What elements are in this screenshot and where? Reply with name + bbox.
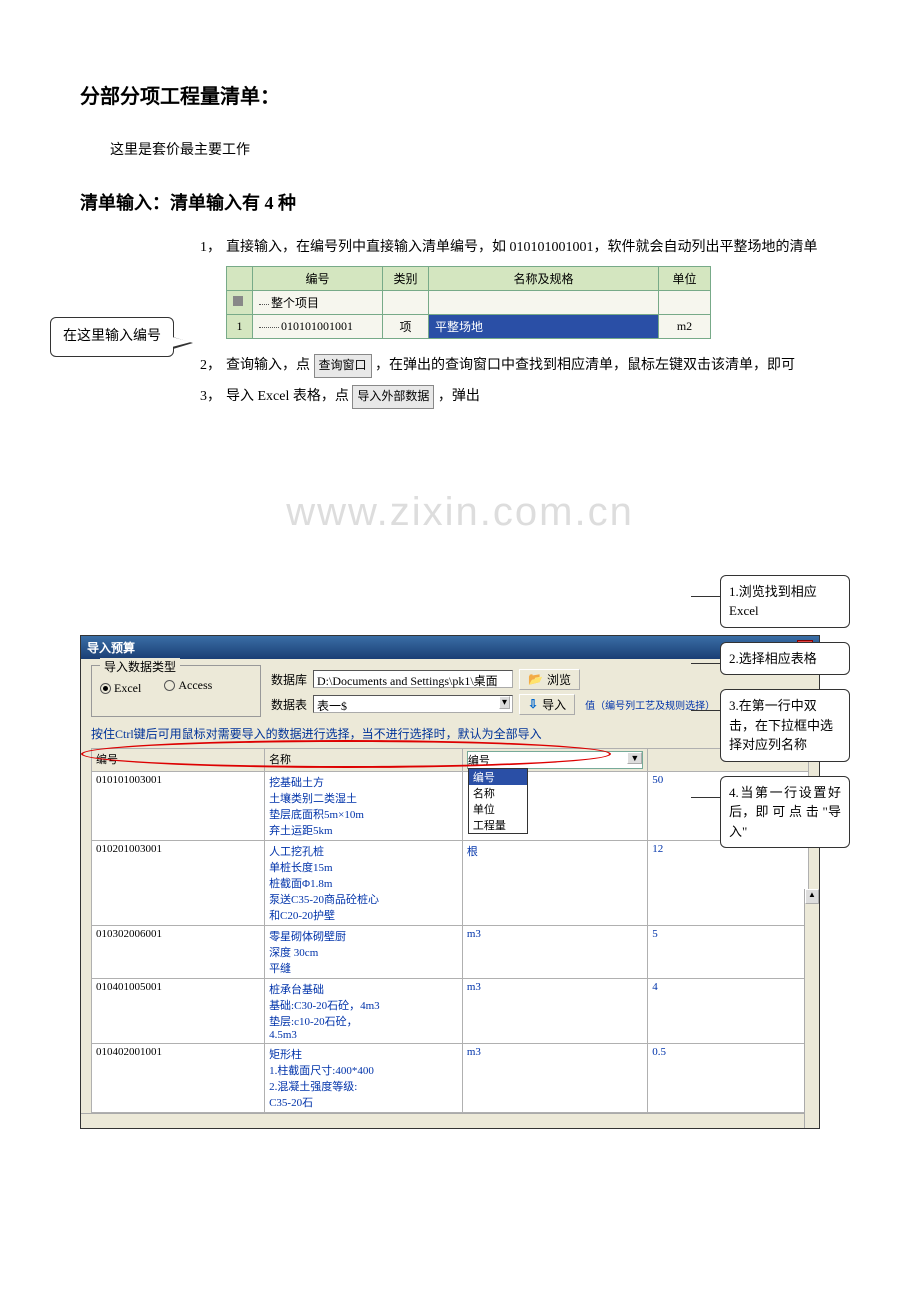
table-cell: 010402001001	[92, 1043, 265, 1112]
chevron-down-icon[interactable]: ▼	[627, 752, 642, 764]
import-external-button[interactable]: 导入外部数据	[352, 385, 434, 409]
table-cell: 010401005001	[92, 978, 265, 1043]
mini-row1-name[interactable]: 平整场地	[429, 315, 659, 339]
table-cell: 桩承台基础 基础:C30-20石砼，4m3 垫层:c10-20石砼， 4.5m3	[265, 978, 463, 1043]
list-num-1: 1，	[200, 235, 226, 260]
dd-option[interactable]: 编号	[469, 769, 527, 785]
list-num-2: 2，	[200, 353, 226, 378]
table-cell: 矩形柱 1.柱截面尺寸:400*400 2.混凝土强度等级: C35-20石	[265, 1043, 463, 1112]
mini-row1-code[interactable]: 010101001001	[253, 315, 383, 339]
grid-header-1[interactable]: 名称	[265, 748, 463, 771]
table-cell: 0.5	[648, 1043, 809, 1112]
list-text-3: 导入 Excel 表格，点 导入外部数据 ，弹出	[226, 384, 840, 409]
dd-option[interactable]: 名称	[469, 785, 527, 801]
dialog-title-text: 导入预算	[87, 639, 135, 656]
callout-step-3: 3.在第一行中双击，在下拉框中选择对应列名称	[720, 689, 850, 762]
callout-step-4: 4.当第一行设置好后，即 可 点 击 "导入"	[720, 776, 850, 849]
list-text-2: 查询输入，点 查询窗口 ，在弹出的查询窗口中查找到相应清单，鼠标左键双击该清单，…	[226, 353, 840, 378]
database-path-input[interactable]: D:\Documents and Settings\pk1\桌面	[313, 670, 513, 688]
dd-option[interactable]: 单位	[469, 801, 527, 817]
table-row[interactable]: 010401005001桩承台基础 基础:C30-20石砼，4m3 垫层:c10…	[92, 978, 809, 1043]
table-cell: 挖基础土方 土壤类别二类湿土 垫层底面积5m×10m 弃土运距5km	[265, 771, 463, 840]
mini-row1-unit: m2	[659, 315, 711, 339]
mini-row1-type: 项	[383, 315, 429, 339]
mini-row1-num: 1	[227, 315, 253, 339]
table-cell: m3	[462, 925, 647, 978]
scroll-up-icon[interactable]: ▲	[805, 889, 819, 904]
table-cell: 010302006001	[92, 925, 265, 978]
mini-th-type: 类别	[383, 267, 429, 291]
mini-row0-code: 整个项目	[253, 291, 383, 315]
mini-row0-name	[429, 291, 659, 315]
table-row[interactable]: 010402001001矩形柱 1.柱截面尺寸:400*400 2.混凝土强度等…	[92, 1043, 809, 1112]
scrollbar-vertical[interactable]: ▲	[804, 889, 819, 1128]
mini-th-blank	[227, 267, 253, 291]
heading-2: 清单输入：清单输入有 4 种	[80, 189, 840, 215]
mini-table: 编号 类别 名称及规格 单位 整个项目 1 010101001001 项 平整场…	[226, 266, 711, 339]
list-text-1: 直接输入，在编号列中直接输入清单编号，如 010101001001，软件就会自动…	[226, 235, 840, 260]
table-cell: m3	[462, 978, 647, 1043]
dialog-titlebar: 导入预算 ×	[81, 636, 819, 659]
table-cell: 零星砌体砌壁厨 深度 30cm 平缝	[265, 925, 463, 978]
grid-header-row[interactable]: 编号 名称 编号▼ 编号 名称 单位 工程量	[92, 748, 809, 771]
dd-option[interactable]: 工程量	[469, 817, 527, 833]
radio-excel[interactable]: Excel	[100, 681, 141, 696]
mini-table-screenshot: 编号 类别 名称及规格 单位 整个项目 1 010101001001 项 平整场…	[226, 266, 840, 339]
table-cell: 010101003001	[92, 771, 265, 840]
ctrl-hint: 按住Ctrl键后可用鼠标对需要导入的数据进行选择，当不进行选择时，默认为全部导入	[91, 725, 809, 742]
import-dialog: 导入预算 × 导入数据类型 Excel Access 数据库 D:\Docume…	[80, 635, 820, 1129]
mini-row0-icon	[227, 291, 253, 315]
table-cell: m3	[462, 1043, 647, 1112]
table-cell: 5	[648, 925, 809, 978]
table-row[interactable]: 010201003001人工挖孔桩 单桩长度15m 桩截面Φ1.8m 泵送C35…	[92, 840, 809, 925]
scrollbar-horizontal[interactable]	[81, 1113, 804, 1128]
table-cell: 4	[648, 978, 809, 1043]
import-grid[interactable]: 编号 名称 编号▼ 编号 名称 单位 工程量	[91, 748, 809, 1113]
mini-th-unit: 单位	[659, 267, 711, 291]
callout-step-2: 2.选择相应表格	[720, 642, 850, 676]
intro-paragraph: 这里是套价最主要工作	[110, 139, 840, 159]
query-window-button[interactable]: 查询窗口	[314, 354, 372, 378]
mini-th-code: 编号	[253, 267, 383, 291]
fieldset-datatype-legend: 导入数据类型	[100, 658, 180, 675]
radio-access[interactable]: Access	[164, 678, 212, 693]
table-cell: 根	[462, 840, 647, 925]
callout-step-1: 1.浏览找到相应 Excel	[720, 575, 850, 628]
callout-input-code: 在这里输入编号	[50, 317, 174, 357]
grid-header-2[interactable]: 编号▼ 编号 名称 单位 工程量	[462, 748, 647, 771]
import-button[interactable]: ⇩导入	[519, 694, 575, 715]
database-label: 数据库	[267, 671, 307, 688]
browse-button[interactable]: 📂浏览	[519, 669, 580, 690]
column-dropdown-list[interactable]: 编号 名称 单位 工程量	[468, 768, 528, 834]
table-row[interactable]: 010101003001挖基础土方 土壤类别二类湿土 垫层底面积5m×10m 弃…	[92, 771, 809, 840]
mini-th-name: 名称及规格	[429, 267, 659, 291]
grid-header-0[interactable]: 编号	[92, 748, 265, 771]
column-dropdown[interactable]: 编号▼ 编号 名称 单位 工程量	[467, 751, 643, 769]
table-cell: 010201003001	[92, 840, 265, 925]
watermark: www.zixin.com.cn	[80, 490, 840, 535]
table-cell: 人工挖孔桩 单桩长度15m 桩截面Φ1.8m 泵送C35-20商品砼桩心 和C2…	[265, 840, 463, 925]
mini-row0-type	[383, 291, 429, 315]
table-label: 数据表	[267, 696, 307, 713]
list-num-3: 3，	[200, 384, 226, 409]
heading-1: 分部分项工程量清单：	[80, 80, 840, 109]
table-select[interactable]: 表一$	[313, 695, 513, 713]
table-row[interactable]: 010302006001零星砌体砌壁厨 深度 30cm 平缝m35	[92, 925, 809, 978]
mini-row0-unit	[659, 291, 711, 315]
